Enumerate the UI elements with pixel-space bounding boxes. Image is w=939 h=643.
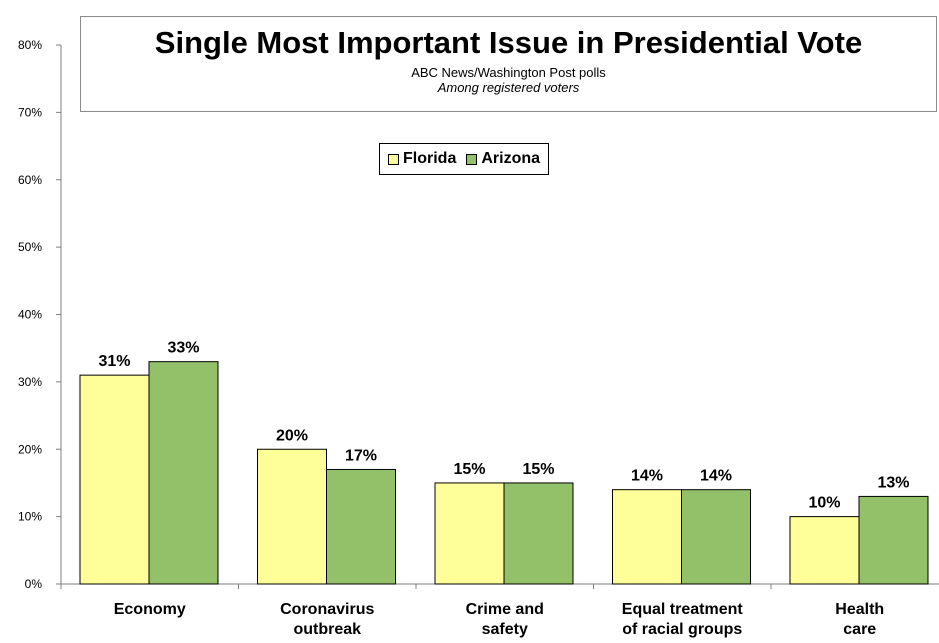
bar-arizona-4 [858,495,929,585]
x-category-label: Economy [114,601,186,618]
x-category-label-line: safety [482,621,528,638]
legend-label-arizona: Arizona [481,150,541,167]
data-labels: 31% 20% 15% 14% 10% 33% 17% 15% 14% 13% [98,340,909,512]
y-tick-label: 40% [18,308,42,322]
data-label-florida-1: 20% [276,427,308,444]
y-tick-label: 60% [18,173,42,187]
y-tick-label: 50% [18,240,42,254]
y-tick-label: 0% [25,577,43,591]
y-tick-label: 10% [18,510,42,524]
bars [79,361,929,585]
x-axis: Economy Coronavirus outbreak Crime and safet… [60,583,939,638]
chart-title-box: Single Most Important Issue in President… [80,16,937,112]
chart-subtitle: ABC News/Washington Post polls [411,65,606,80]
legend-swatch-florida [388,153,399,165]
x-category-label-line: Coronavirus [280,601,374,618]
data-label-florida-4: 10% [808,495,840,512]
data-label-arizona-2: 15% [522,461,554,478]
legend-swatch-arizona [466,153,478,165]
data-label-arizona-4: 13% [877,474,909,491]
legend-item-florida: Florida [388,150,456,168]
legend-label-florida: Florida [403,150,457,167]
bar-arizona-2 [503,482,574,585]
y-tick-label: 30% [18,375,42,389]
bar-florida-2 [434,482,505,585]
bar-florida-3 [612,489,682,585]
x-category-label-line: Crime and [466,601,544,618]
bar-florida-0 [79,374,150,585]
x-category-label-line: outbreak [293,621,361,638]
bar-arizona-3 [681,489,751,585]
bar-arizona-1 [326,468,396,585]
data-label-florida-2: 15% [453,461,485,478]
data-label-arizona-1: 17% [345,447,377,464]
data-label-florida-3: 14% [631,468,663,485]
data-label-florida-0: 31% [98,353,130,370]
y-tick-label: 20% [18,442,42,456]
x-category-label-line: care [843,621,876,638]
bar-florida-1 [257,448,327,585]
x-category-label-line: Health [835,601,884,618]
x-category-label-line: of racial groups [622,621,742,638]
y-tick-label: 70% [18,105,42,119]
chart-subtitle-italic: Among registered voters [437,80,580,95]
x-category-label: Health care [835,601,884,638]
chart-title: Single Most Important Issue in President… [154,25,863,60]
x-category-label: Coronavirus outbreak [280,601,374,638]
x-category-label: Equal treatment of racial groups [622,601,744,638]
y-tick-label: 80% [18,38,42,52]
bar-arizona-0 [148,361,219,585]
y-axis: 0% 10% 20% 30% 40% 50% 60% 70% 80% [18,38,62,591]
x-category-label-line: Equal treatment [622,601,744,618]
bar-florida-4 [789,516,860,585]
data-label-arizona-3: 14% [700,468,732,485]
legend: Florida Arizona [379,143,550,175]
x-category-label: Crime and safety [466,601,544,638]
data-label-arizona-0: 33% [167,340,199,357]
legend-item-arizona: Arizona [466,150,540,168]
x-category-label-line: Economy [114,601,186,618]
